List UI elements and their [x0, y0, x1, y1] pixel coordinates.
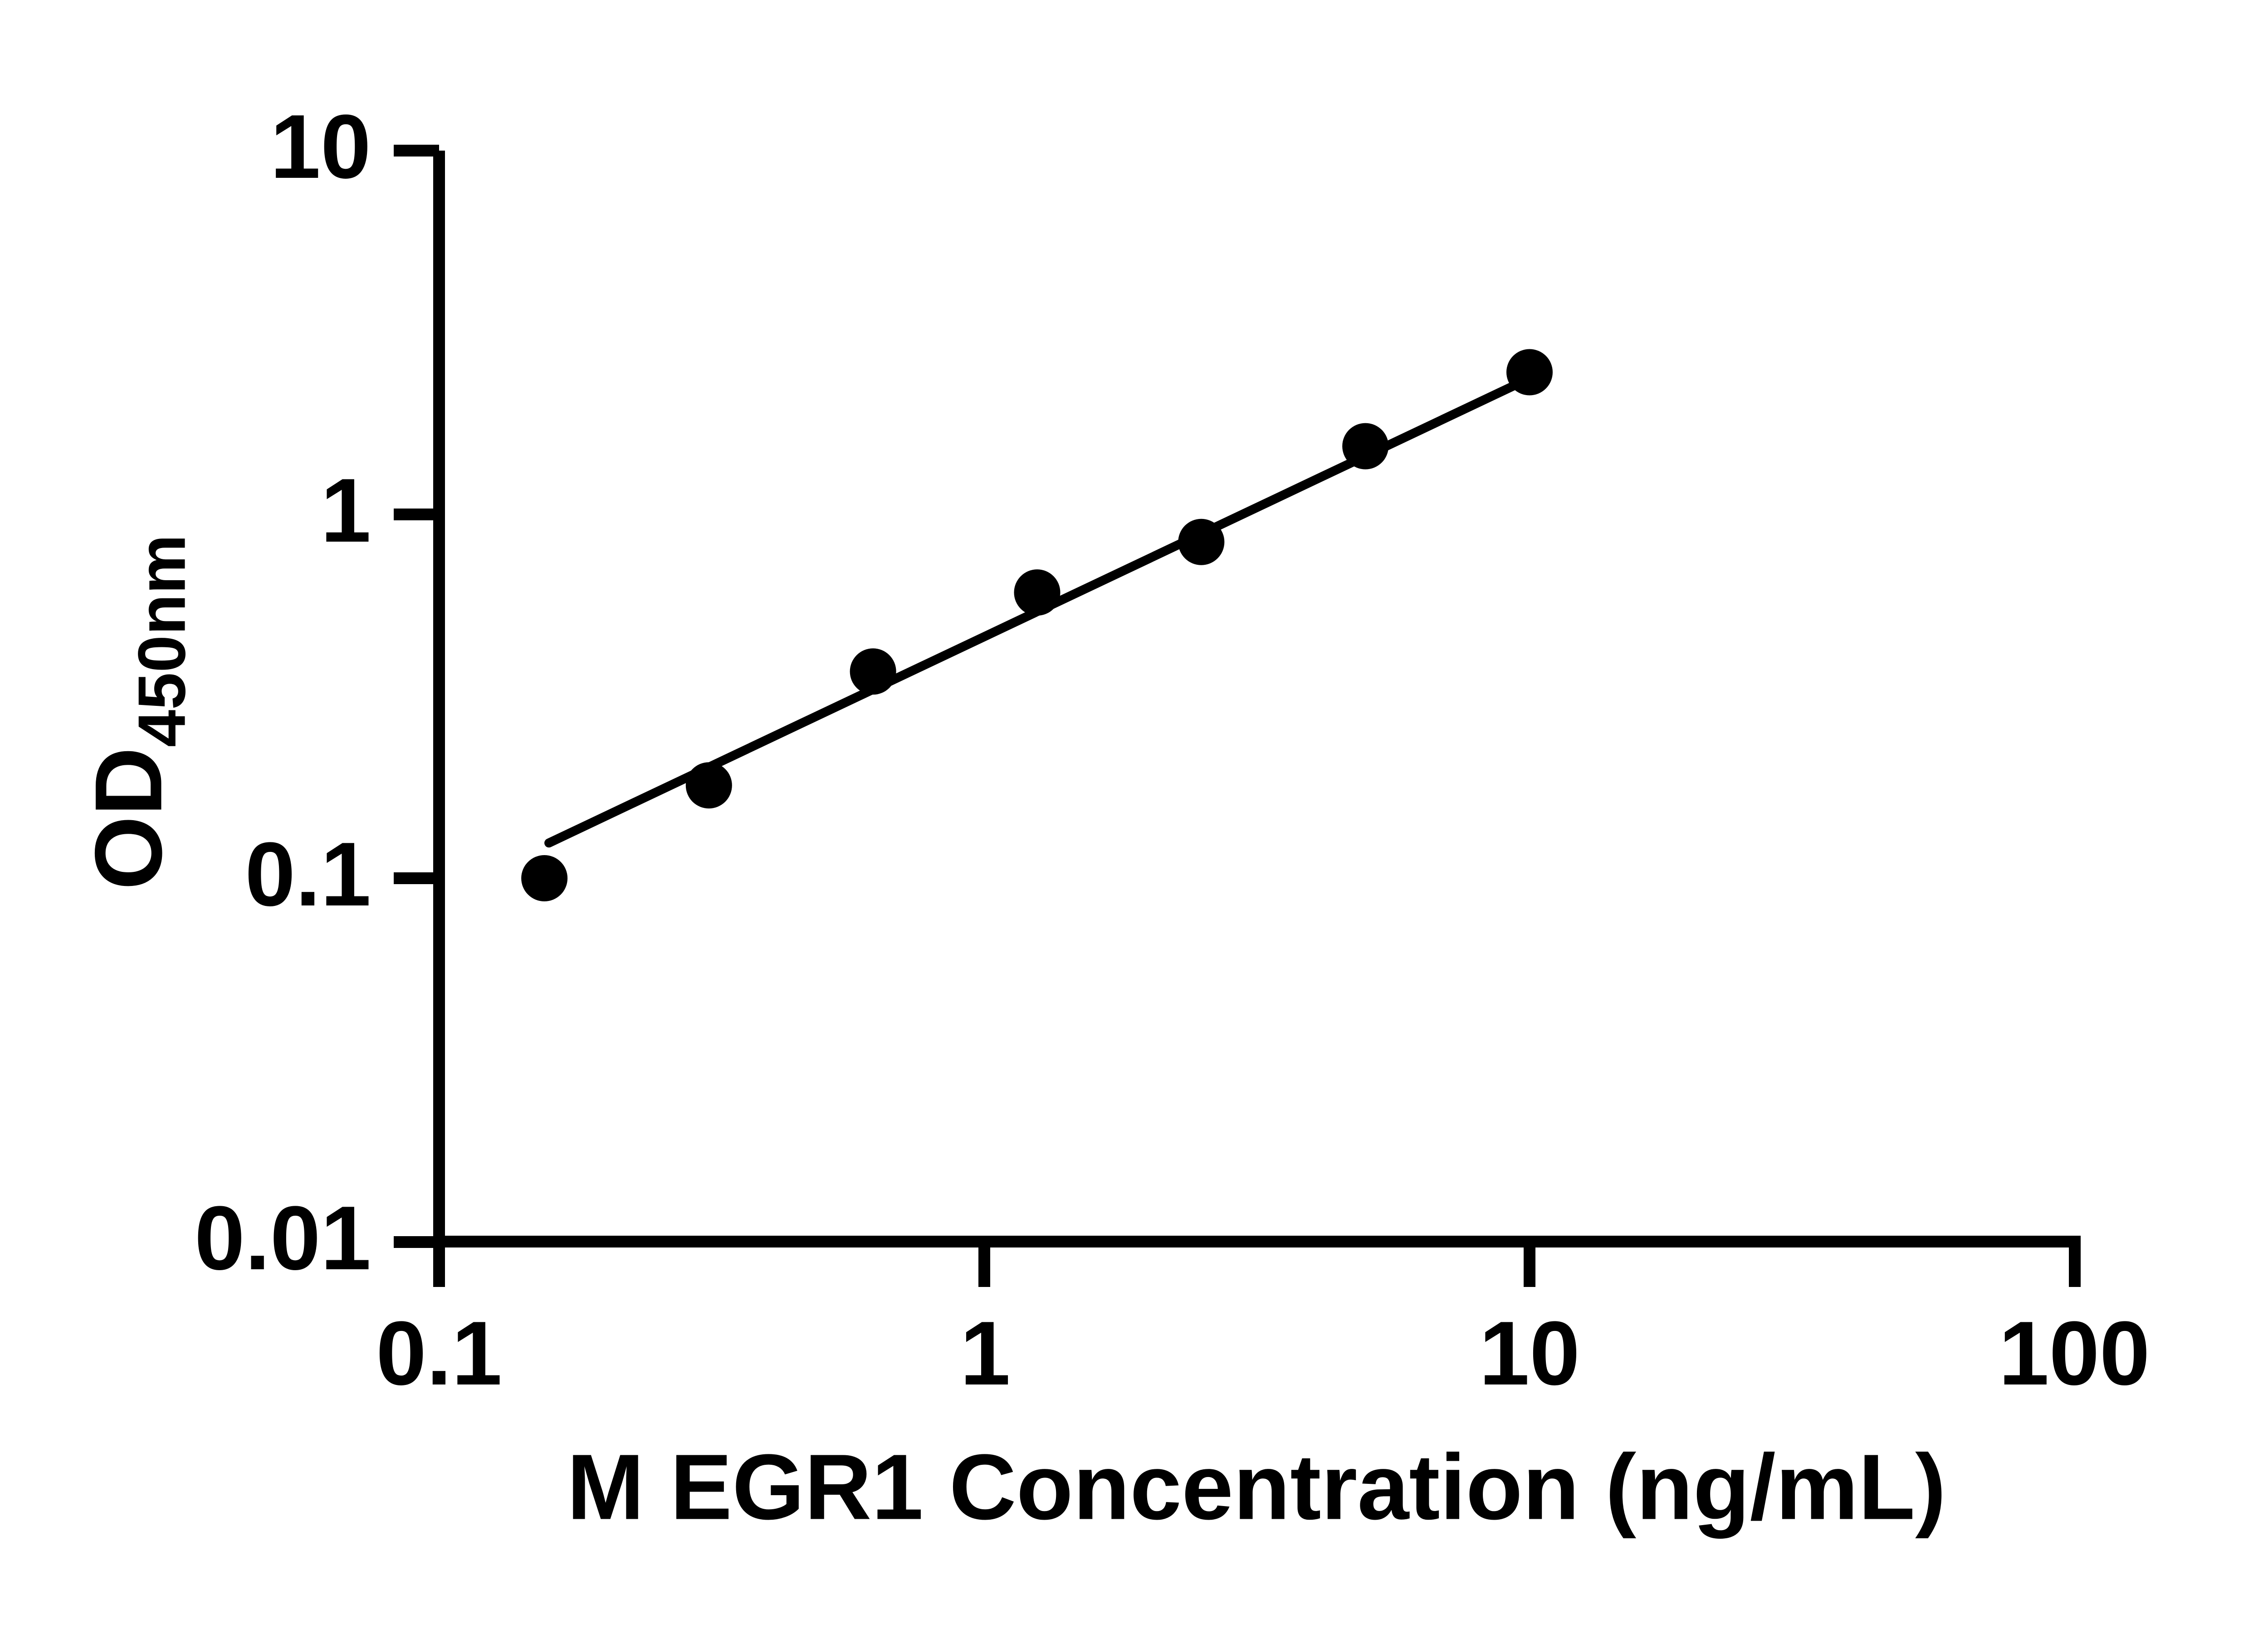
x-tick-label-10: 10	[1479, 1303, 1580, 1404]
x-tick-label-100: 100	[1999, 1303, 2150, 1404]
data-point	[1342, 423, 1389, 470]
x-tick-label-1: 1	[960, 1303, 1011, 1404]
y-tick-label-0-1: 0.1	[244, 824, 371, 925]
x-tick-label-0-1: 0.1	[376, 1303, 503, 1404]
y-axis-title-main: OD	[75, 747, 182, 890]
y-axis-title: OD450nm	[75, 534, 200, 890]
y-tick-label-0-01: 0.01	[194, 1188, 371, 1289]
data-point	[685, 762, 732, 809]
y-tick-label-10: 10	[270, 96, 371, 197]
y-tick-label-1: 1	[320, 460, 371, 561]
x-axis-title: M EGR1 Concentration (ng/mL)	[567, 1435, 1946, 1539]
data-point	[521, 855, 568, 901]
data-point	[850, 648, 896, 695]
data-point	[1178, 519, 1225, 565]
data-point	[1506, 349, 1553, 396]
y-axis-title-subscript: 450nm	[124, 534, 200, 747]
data-point	[1014, 569, 1061, 616]
